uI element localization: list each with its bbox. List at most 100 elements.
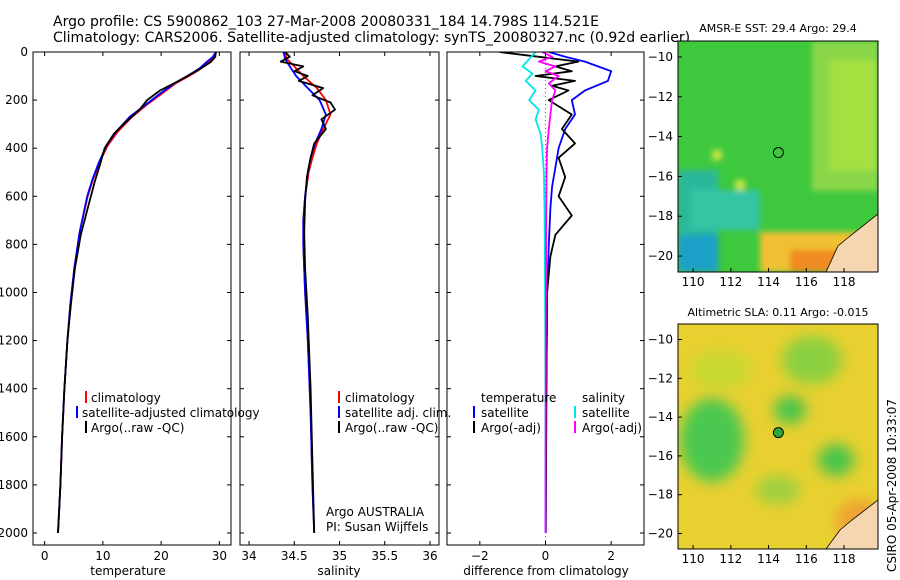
- series-line-argo-raw-qc-: [57, 52, 217, 534]
- sla-map-panel: Altimetric SLA: 0.11 Argo: -0.015 110 112…: [648, 306, 879, 566]
- sst-map-axes: 110 112 114 116 118 −10 −12 −14 −16 −18 −20: [648, 50, 856, 289]
- series-line-argo-raw-qc-: [279, 52, 336, 534]
- map-y-tick-label: −14: [648, 130, 673, 144]
- x-tick-label: 35: [332, 549, 347, 563]
- sst-land: [825, 213, 878, 272]
- sla-argo-marker: [772, 427, 784, 439]
- temperature-xlabel: temperature: [90, 564, 165, 578]
- sst-cool-patch: [690, 190, 760, 230]
- sla-map-axes: 110 112 114 116 118 −10 −12 −14 −16 −18 −20: [648, 333, 856, 566]
- sla-anomaly: [774, 396, 806, 424]
- legend-label-satellite: satellite adj. clim.: [345, 406, 451, 420]
- map-x-tick-label: 112: [719, 552, 742, 566]
- temperature-legend: climatology satellite-adjusted climatolo…: [76, 391, 260, 435]
- map-y-tick-label: −12: [648, 371, 673, 385]
- sst-map-panel: AMSR-E SST: 29.4 Argo: 29.4 110 112 114 116…: [648, 22, 879, 289]
- map-x-tick-label: 110: [682, 552, 705, 566]
- difference-axes: −2 0 2: [447, 51, 644, 563]
- x-tick-label: 34: [241, 549, 256, 563]
- y-tick-label: 1200: [0, 334, 28, 348]
- salinity-annotation-pi: PI: Susan Wijffels: [326, 520, 428, 534]
- legend-label-climatology: climatology: [345, 391, 415, 405]
- map-y-tick-label: −20: [648, 249, 673, 263]
- x-tick-label: 36: [422, 549, 437, 563]
- y-tick-label: 1400: [0, 382, 28, 396]
- map-y-tick-label: −16: [648, 449, 673, 463]
- sla-anomaly: [680, 398, 744, 482]
- series-line-temperature-satellite: [544, 52, 613, 534]
- salinity-axes-frame: [239, 51, 440, 546]
- x-tick-label: 34.5: [281, 549, 308, 563]
- legend-label-climatology: climatology: [91, 391, 161, 405]
- legend-label-argo: Argo(..raw -QC): [91, 421, 184, 435]
- sla-anomaly: [690, 350, 750, 390]
- x-tick-label: 35.5: [371, 549, 398, 563]
- legend-label-temp-argo: Argo(-adj): [481, 421, 541, 435]
- sst-warm-band: [830, 60, 878, 170]
- sla-anomaly: [818, 444, 854, 476]
- map-y-tick-label: −20: [648, 526, 673, 540]
- map-y-tick-label: −14: [648, 410, 673, 424]
- legend-label-argo: Argo(..raw -QC): [345, 421, 438, 435]
- x-tick-label: 30: [212, 549, 227, 563]
- x-tick-label: −2: [471, 549, 489, 563]
- x-tick-label: 20: [153, 549, 168, 563]
- temperature-series-group: [57, 52, 217, 534]
- sst-field: [678, 41, 878, 272]
- sst-speck: [712, 150, 722, 160]
- sla-anomaly: [782, 336, 842, 384]
- footer-stamp: CSIRO 05-Apr-2008 10:33:07: [885, 399, 899, 572]
- sst-map-frame: [677, 40, 879, 273]
- map-x-tick-label: 116: [795, 275, 818, 289]
- x-tick-label: 2: [607, 549, 615, 563]
- series-line-climatology: [57, 52, 217, 534]
- sla-map-title: Altimetric SLA: 0.11 Argo: -0.015: [688, 306, 869, 319]
- x-tick-label: 0: [41, 549, 49, 563]
- temperature-panel: 0 10 20 30 0 200 400 600 800 1000 1200 1400 1600 1800…: [0, 45, 260, 578]
- series-line-satellite-adj-clim-: [282, 52, 327, 534]
- map-x-tick-label: 110: [682, 275, 705, 289]
- salinity-series-group: [279, 52, 336, 534]
- map-x-tick-label: 118: [833, 552, 856, 566]
- legend-heading-salinity: salinity: [582, 391, 625, 405]
- salinity-legend: climatology satellite adj. clim. Argo(..…: [338, 391, 451, 435]
- header-line-2: Climatology: CARS2006. Satellite-adjuste…: [53, 30, 690, 46]
- y-tick-label: 600: [5, 189, 28, 203]
- x-tick-label: 0: [542, 549, 550, 563]
- y-tick-label: 1600: [0, 430, 28, 444]
- salinity-xlabel: salinity: [317, 564, 360, 578]
- map-y-tick-label: −18: [648, 488, 673, 502]
- y-tick-label: 1800: [0, 478, 28, 492]
- x-tick-label: 10: [95, 549, 110, 563]
- legend-label-temp-satellite: satellite: [481, 406, 529, 420]
- temperature-axes-frame: [32, 51, 232, 546]
- difference-panel: −2 0 2 difference from climatology tempera…: [446, 51, 645, 578]
- difference-series-group: [499, 52, 613, 545]
- map-y-tick-label: −10: [648, 50, 673, 64]
- sla-heatmap: [678, 324, 878, 549]
- legend-label-satellite: satellite-adjusted climatology: [82, 406, 260, 420]
- map-y-tick-label: −18: [648, 209, 673, 223]
- y-tick-label: 1000: [0, 285, 28, 299]
- y-tick-label: 400: [5, 141, 28, 155]
- sst-map-title: AMSR-E SST: 29.4 Argo: 29.4: [699, 22, 857, 35]
- map-y-tick-label: −10: [648, 333, 673, 347]
- y-tick-label: 200: [5, 93, 28, 107]
- map-x-tick-label: 114: [757, 275, 780, 289]
- temperature-axes: 0 10 20 30 0 200 400 600 800 1000 1200 1400 1600 1800…: [0, 45, 231, 563]
- difference-xlabel: difference from climatology: [463, 564, 629, 578]
- map-x-tick-label: 114: [757, 552, 780, 566]
- y-tick-label: 800: [5, 237, 28, 251]
- map-x-tick-label: 118: [833, 275, 856, 289]
- legend-label-sal-argo: Argo(-adj): [582, 421, 642, 435]
- series-line-satellite-adjusted-climatology: [57, 52, 217, 534]
- header-line-1: Argo profile: CS 5900862_103 27-Mar-2008…: [53, 14, 599, 30]
- legend-heading-temperature: temperature: [481, 391, 556, 405]
- map-y-tick-label: −16: [648, 169, 673, 183]
- salinity-annotation-agency: Argo AUSTRALIA: [326, 505, 425, 519]
- series-line-salinity-argo-adj-: [538, 52, 560, 534]
- sst-argo-marker: [772, 147, 784, 159]
- sst-speck: [735, 180, 745, 190]
- sla-map-frame: [677, 323, 879, 550]
- series-line-temperature-argo-adj-: [499, 52, 580, 534]
